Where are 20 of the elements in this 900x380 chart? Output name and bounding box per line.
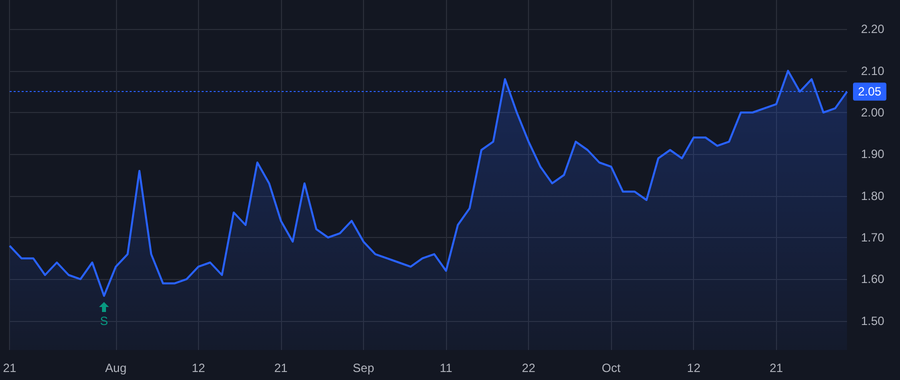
x-tick-label: 12 — [192, 361, 206, 375]
x-tick-label: 21 — [274, 361, 288, 375]
x-tick-label: 21 — [2, 361, 17, 375]
y-tick-label: 2.10 — [861, 64, 885, 78]
x-tick-label: Aug — [105, 361, 126, 375]
y-tick-label: 1.60 — [861, 272, 885, 286]
x-tick-label: 12 — [687, 361, 701, 375]
y-tick-label: 1.90 — [861, 147, 885, 162]
ref-line-label: 2.05 — [858, 84, 882, 99]
x-tick-label: 21 — [770, 361, 784, 375]
x-tick-label: 11 — [440, 361, 453, 375]
x-tick-label: Oct — [602, 361, 622, 375]
y-tick-label: 1.70 — [861, 230, 885, 244]
annotation: S — [100, 314, 108, 328]
y-tick-label: 2.20 — [861, 22, 885, 36]
x-tick-label: Sep — [352, 361, 374, 375]
y-tick-label: 2.00 — [861, 106, 885, 120]
x-tick-label: 22 — [522, 361, 536, 375]
y-tick-label: 1.80 — [861, 188, 885, 203]
y-tick-label: 1.50 — [861, 314, 885, 328]
